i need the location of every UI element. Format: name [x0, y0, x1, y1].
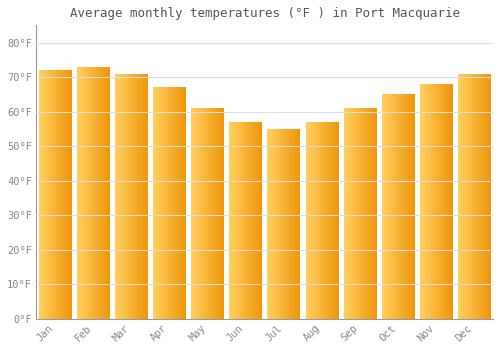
Title: Average monthly temperatures (°F ) in Port Macquarie: Average monthly temperatures (°F ) in Po… — [70, 7, 460, 20]
